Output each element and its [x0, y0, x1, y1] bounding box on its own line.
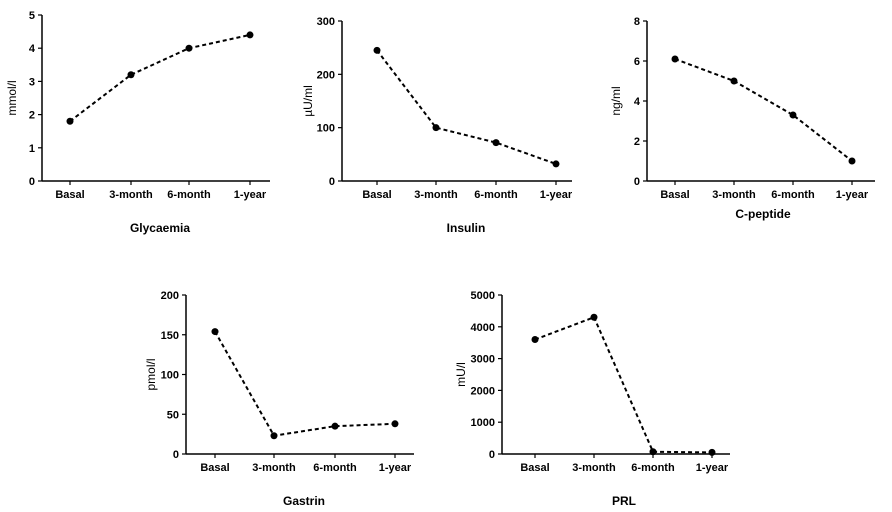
chart-panel-insulin: 0 100 200 300 Basal 3-month 6-month 1-year µU/ml… — [301, 16, 573, 235]
series-line — [214, 331, 396, 437]
chart-panel-prl: 0 1000 2000 3000 4000 5000 Basal 3-month 6-month… — [454, 290, 730, 508]
data-point — [246, 31, 254, 39]
y-tick-label: 100 — [161, 370, 179, 382]
data-point — [730, 77, 738, 85]
data-point — [492, 139, 500, 147]
chart-title: C-peptide — [735, 207, 791, 221]
x-tick-label: 6-month — [167, 189, 211, 201]
y-tick-label: 8 — [634, 16, 640, 28]
y-tick-label: 0 — [173, 449, 179, 461]
data-point — [649, 448, 657, 456]
x-tick-label: 1-year — [836, 189, 869, 201]
y-tick-label: 4 — [634, 96, 641, 108]
series-line — [69, 33, 251, 123]
y-tick-label: 300 — [317, 16, 335, 28]
chart-title: PRL — [612, 494, 636, 508]
x-tick-label: 6-month — [313, 462, 357, 474]
x-tick-label: Basal — [520, 462, 549, 474]
y-tick-label: 200 — [317, 69, 335, 81]
y-tick-label: 1 — [29, 143, 35, 155]
data-point — [708, 448, 716, 456]
series-line — [674, 58, 853, 162]
x-tick-label: 1-year — [379, 462, 412, 474]
y-tick-label: 100 — [317, 123, 335, 135]
y-axis-label: mU/l — [454, 362, 468, 387]
y-tick-label: 150 — [161, 330, 179, 342]
x-tick-label: 1-year — [540, 189, 573, 201]
y-tick-label: 4 — [29, 43, 36, 55]
y-tick-label: 5000 — [471, 290, 495, 302]
y-tick-label: 0 — [634, 176, 640, 188]
chart-title: Insulin — [447, 221, 486, 235]
data-point — [211, 328, 219, 336]
x-tick-label: Basal — [660, 189, 689, 201]
x-tick-label: 6-month — [631, 462, 675, 474]
x-tick-label: 1-year — [234, 189, 267, 201]
y-tick-label: 1000 — [471, 417, 495, 429]
y-tick-label: 5 — [29, 10, 35, 22]
series-line — [534, 315, 713, 454]
y-tick-label: 3 — [29, 76, 35, 88]
data-point — [552, 160, 560, 168]
data-point — [531, 336, 539, 344]
data-point — [391, 420, 399, 428]
y-tick-label: 50 — [167, 409, 179, 421]
chart-panel-gastrin: 0 50 100 150 200 Basal 3-month 6-month 1-year pmo… — [144, 290, 414, 508]
series-line — [376, 49, 557, 165]
x-tick-label: 3-month — [252, 462, 296, 474]
y-tick-label: 4000 — [471, 322, 495, 334]
y-tick-label: 2000 — [471, 385, 495, 397]
y-tick-label: 0 — [29, 176, 35, 188]
x-tick-label: 6-month — [771, 189, 815, 201]
x-tick-label: Basal — [55, 189, 84, 201]
x-tick-label: 3-month — [109, 189, 153, 201]
x-tick-label: 3-month — [572, 462, 616, 474]
chart-panel-glycaemia: 0 1 2 3 4 5 Basal 3-month 6-month 1-year mmol/l Gly… — [5, 10, 270, 235]
x-tick-label: 6-month — [474, 189, 518, 201]
x-tick-label: Basal — [362, 189, 391, 201]
data-point — [66, 117, 74, 125]
y-tick-label: 3000 — [471, 354, 495, 366]
y-axis-label: µU/ml — [301, 85, 315, 117]
x-tick-label: Basal — [200, 462, 229, 474]
y-tick-label: 0 — [489, 449, 495, 461]
data-point — [185, 44, 193, 52]
chart-panel-c-peptide: 0 2 4 6 8 Basal 3-month 6-month 1-year ng/ml C-pep… — [609, 16, 875, 221]
data-point — [848, 157, 856, 165]
data-point — [373, 46, 381, 54]
y-tick-label: 200 — [161, 290, 179, 302]
chart-title: Glycaemia — [130, 221, 190, 235]
y-tick-label: 6 — [634, 56, 640, 68]
y-axis-label: ng/ml — [609, 86, 623, 115]
y-tick-label: 2 — [29, 110, 35, 122]
y-tick-label: 2 — [634, 136, 640, 148]
x-tick-label: 1-year — [696, 462, 729, 474]
data-point — [270, 432, 278, 440]
y-axis-label: pmol/l — [144, 358, 158, 390]
y-axis-label: mmol/l — [5, 80, 19, 115]
chart-title: Gastrin — [283, 494, 325, 508]
data-point — [789, 111, 797, 119]
data-point — [432, 124, 440, 132]
x-tick-label: 3-month — [712, 189, 756, 201]
data-point — [590, 313, 598, 321]
data-point — [127, 71, 135, 79]
data-point — [331, 422, 339, 430]
data-point — [671, 55, 679, 63]
y-tick-label: 0 — [329, 176, 335, 188]
x-tick-label: 3-month — [414, 189, 458, 201]
